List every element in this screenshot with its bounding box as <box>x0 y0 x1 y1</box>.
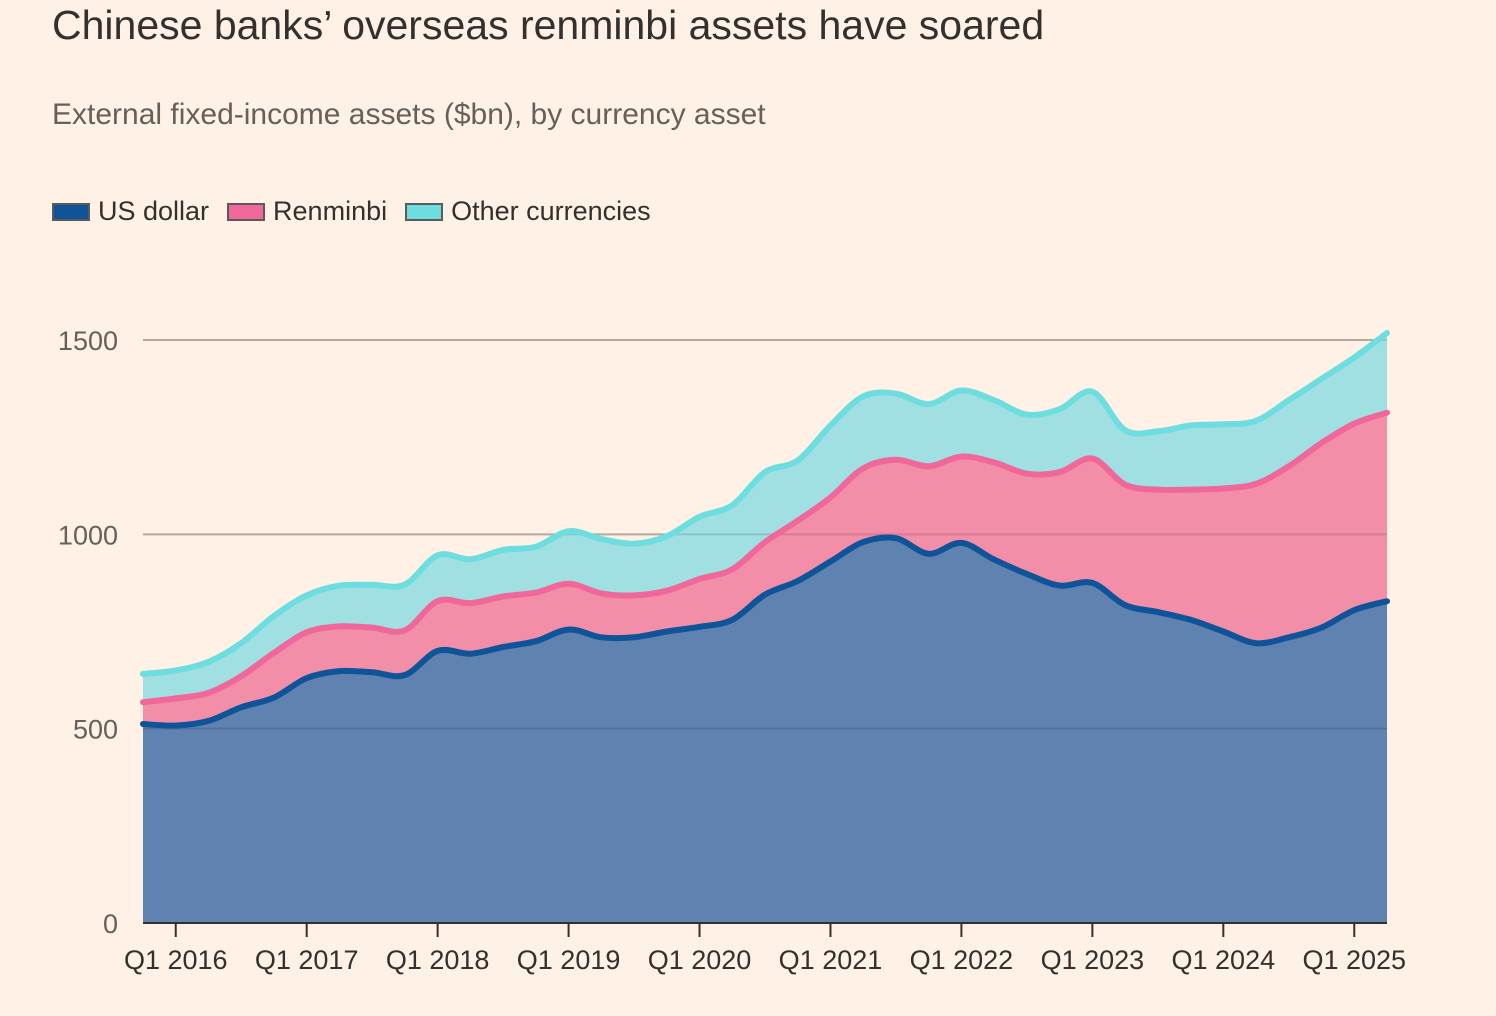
line-us-dollar <box>140 534 1390 729</box>
y-axis: 0 500 1000 1500 <box>58 326 118 939</box>
chart-legend: US dollar Renminbi Other currencies <box>52 196 669 227</box>
gridlines-overlay <box>143 339 1387 730</box>
x-tick-label-29: Q1 2023 <box>1041 945 1145 975</box>
x-tick-label-33: Q1 2024 <box>1172 945 1276 975</box>
legend-label-us-dollar: US dollar <box>98 196 210 226</box>
area-renminbi <box>143 412 1387 726</box>
y-tick-label-1500: 1500 <box>58 326 118 356</box>
x-tick-label-13: Q1 2019 <box>517 945 621 975</box>
legend-item-us-dollar: US dollar <box>52 196 209 227</box>
y-tick-label-500: 500 <box>73 715 118 745</box>
x-tick-label-37: Q1 2025 <box>1302 945 1406 975</box>
y-tick-label-1000: 1000 <box>58 520 118 550</box>
x-tick-label-1: Q1 2016 <box>124 945 228 975</box>
legend-swatch-us-dollar <box>52 202 90 221</box>
areas <box>143 333 1387 923</box>
chart-title: Chinese banks’ overseas renminbi assets … <box>52 2 1045 48</box>
legend-swatch-other-currencies <box>405 202 444 221</box>
x-tick-label-17: Q1 2020 <box>648 945 752 975</box>
x-tick-label-5: Q1 2017 <box>255 945 359 975</box>
area-other-currencies <box>143 333 1387 703</box>
legend-item-other-currencies: Other currencies <box>405 196 651 227</box>
legend-item-renminbi: Renminbi <box>227 196 387 227</box>
x-tick-label-21: Q1 2021 <box>779 945 883 975</box>
legend-label-renminbi: Renminbi <box>273 196 388 226</box>
area-us-dollar <box>143 537 1387 923</box>
chart-subtitle: External fixed-income assets ($bn), by c… <box>52 98 766 131</box>
line-other-currencies <box>140 330 1390 677</box>
x-tick-label-25: Q1 2022 <box>910 945 1014 975</box>
legend-swatch-renminbi <box>227 202 266 221</box>
series-lines <box>140 330 1390 729</box>
y-tick-label-0: 0 <box>103 909 118 939</box>
x-tick-label-9: Q1 2018 <box>386 945 490 975</box>
x-axis: Q1 2016 Q1 2017 Q1 2018 Q1 2019 Q1 2020 Q1 20… <box>124 922 1406 975</box>
legend-label-other-currencies: Other currencies <box>451 196 651 226</box>
line-renminbi <box>140 409 1390 706</box>
